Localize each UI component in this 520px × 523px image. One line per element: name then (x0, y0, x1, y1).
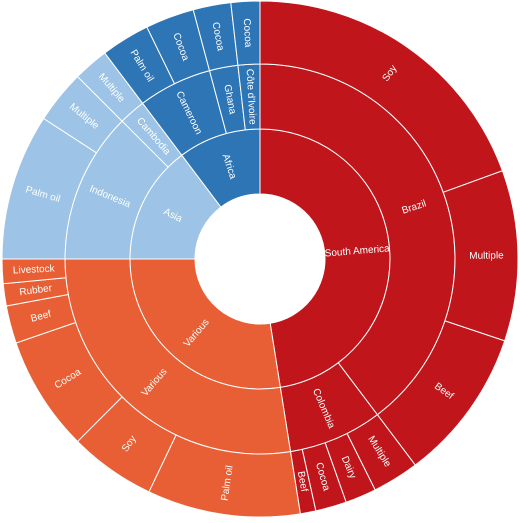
segment-label: Beef (295, 470, 310, 492)
sunburst-leaf (230, 0, 261, 66)
segment-label: Rubber (19, 283, 54, 299)
segment-label: Beef (30, 309, 53, 325)
segment-label: Palm oil (220, 465, 236, 502)
segment-label: Cocoa (241, 18, 254, 48)
segment-label: Côte d'Ivoire (244, 69, 258, 126)
segment-label: Cocoa (210, 21, 226, 52)
segment-label: Multiple (469, 250, 504, 261)
segment-label: Livestock (13, 263, 56, 276)
segment-label: South America (324, 243, 390, 259)
